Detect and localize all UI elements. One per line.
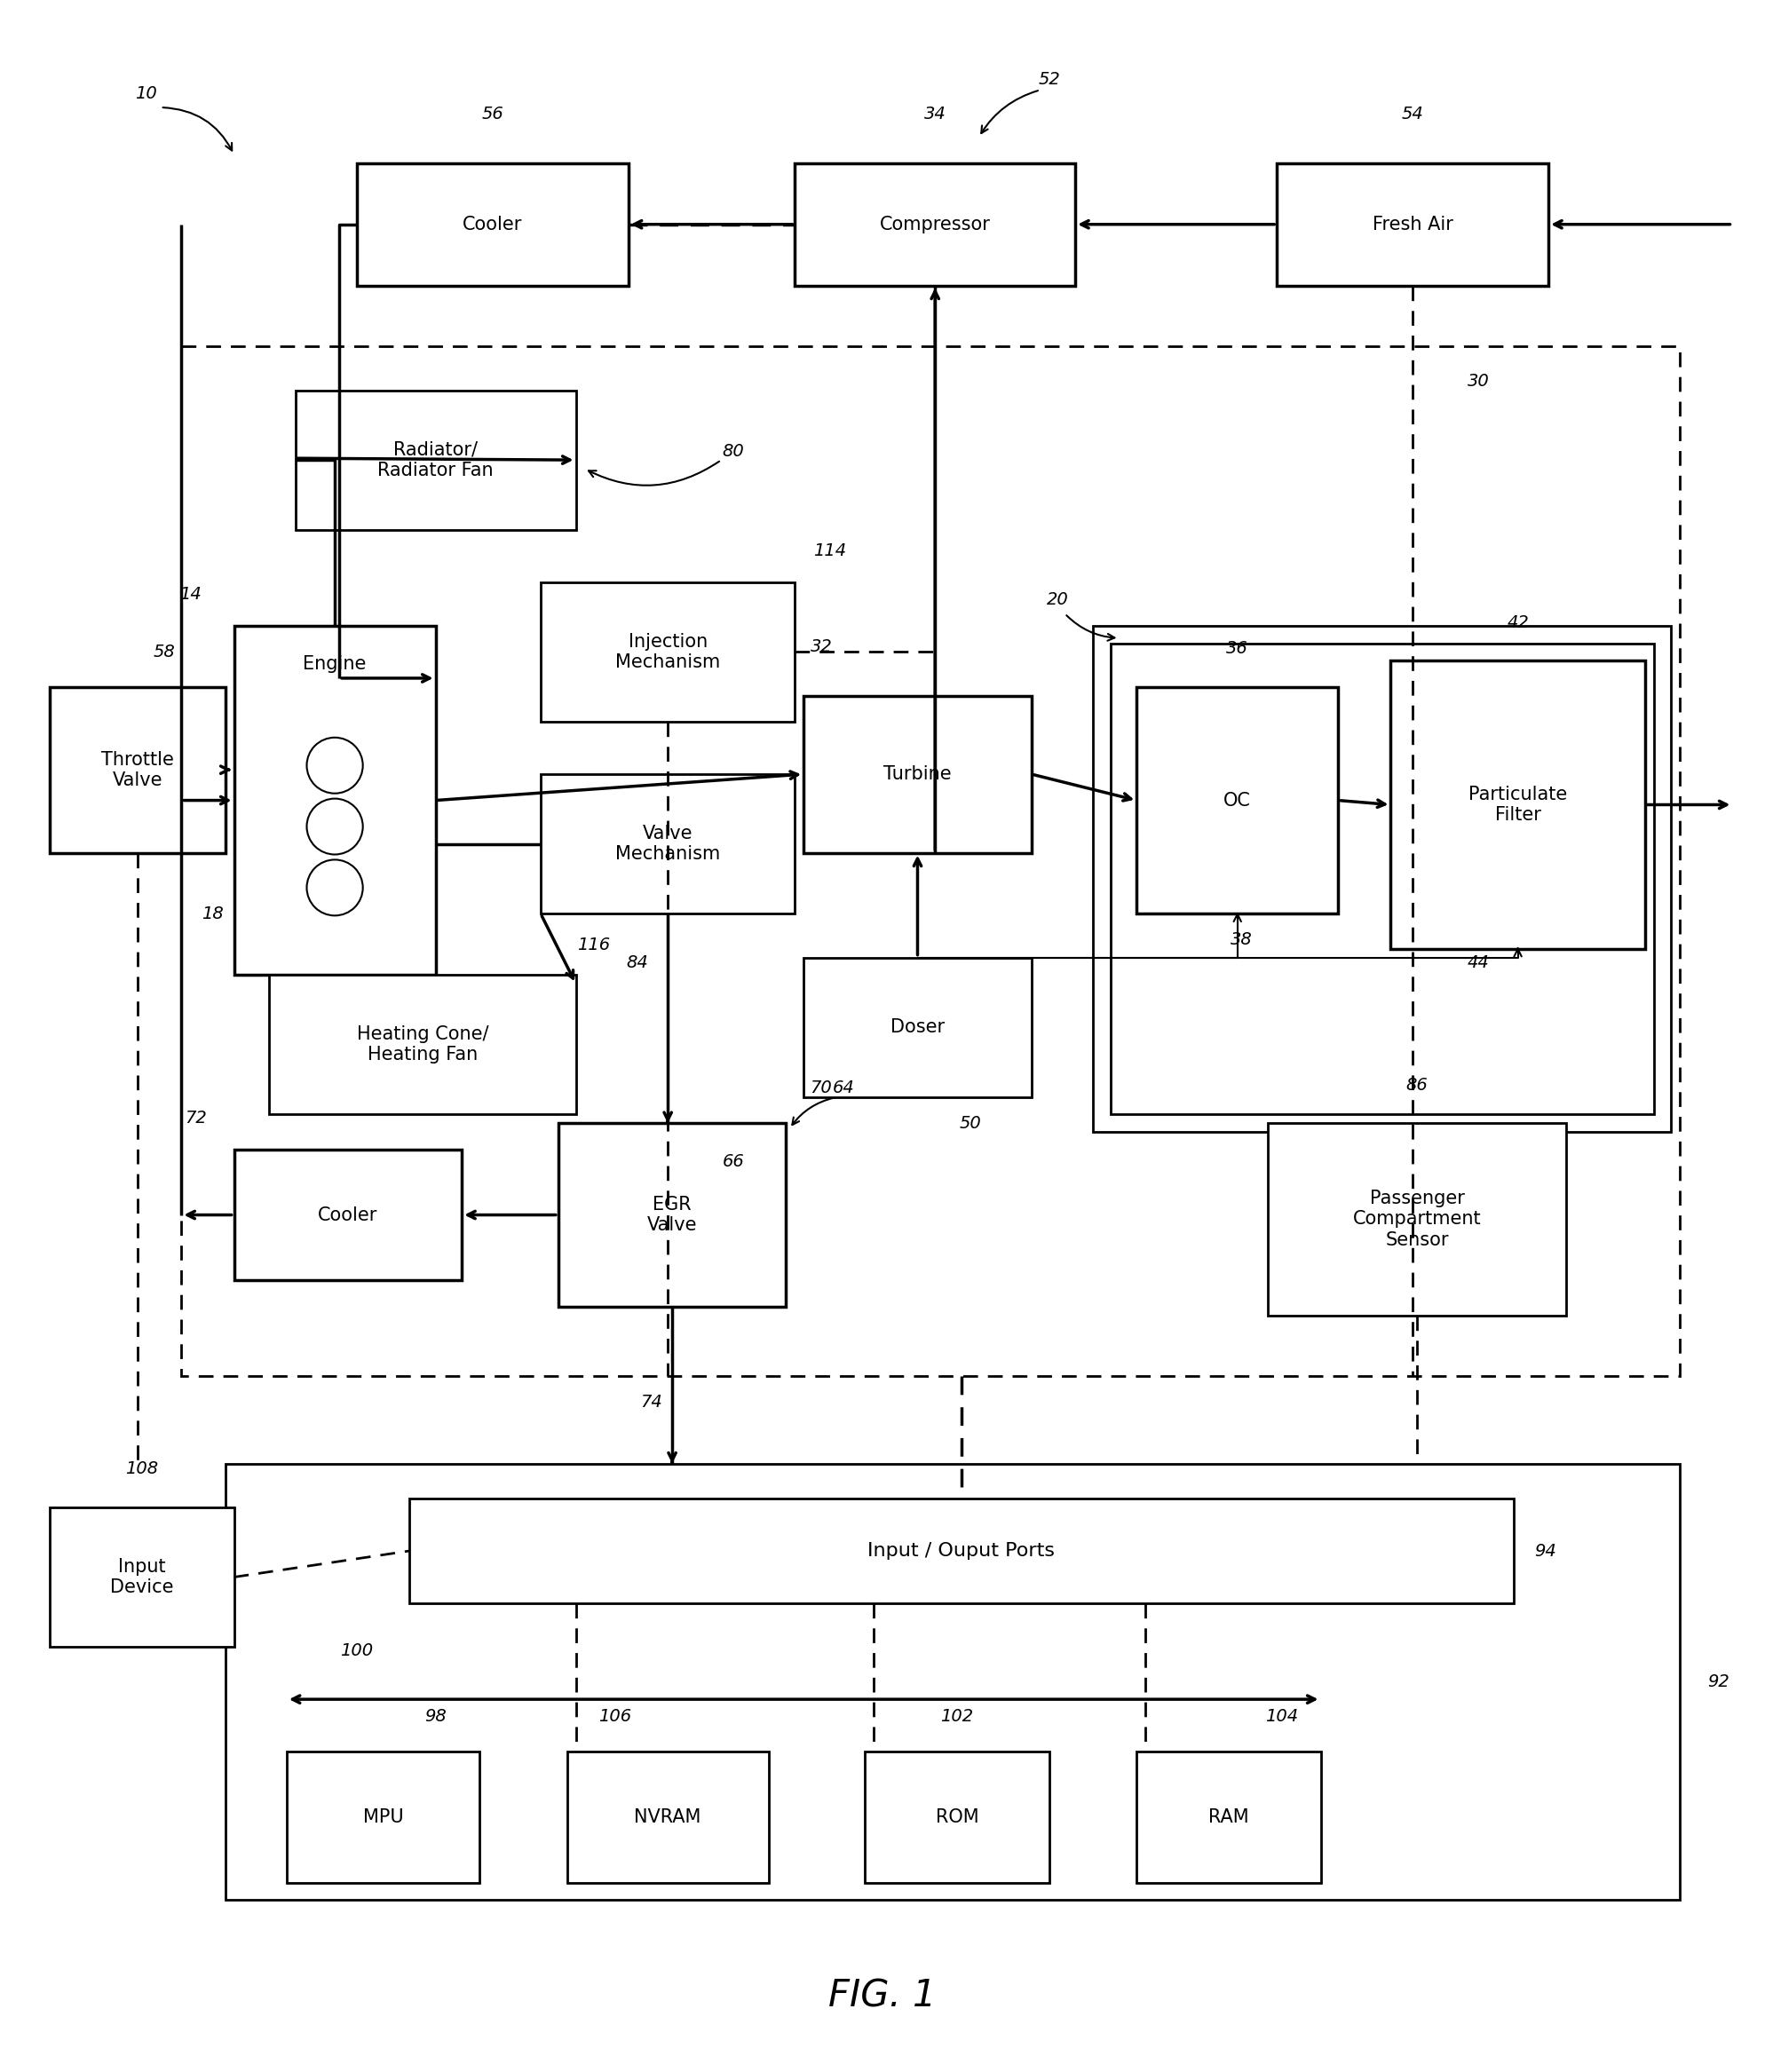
Bar	[49, 1506, 235, 1647]
Text: Particulate
Filter: Particulate Filter	[1468, 785, 1567, 825]
Text: 94: 94	[1534, 1542, 1557, 1560]
Text: 114: 114	[814, 543, 847, 559]
Bar	[803, 696, 1031, 854]
Text: 116: 116	[577, 937, 609, 953]
Bar	[540, 582, 794, 721]
Text: 52: 52	[1038, 70, 1061, 87]
Bar	[1093, 626, 1671, 1131]
Text: 92: 92	[1707, 1674, 1730, 1691]
Text: 54: 54	[1401, 106, 1424, 122]
Text: 36: 36	[1227, 640, 1248, 657]
Text: 98: 98	[425, 1707, 447, 1726]
Text: Cooler: Cooler	[462, 215, 522, 234]
Text: Injection
Mechanism: Injection Mechanism	[616, 632, 720, 671]
Text: 10: 10	[136, 85, 157, 102]
Text: 100: 100	[341, 1641, 372, 1660]
Bar	[235, 626, 436, 976]
Bar	[865, 1751, 1048, 1883]
Text: 20: 20	[1047, 591, 1070, 607]
Bar	[794, 164, 1075, 286]
Bar	[567, 1751, 768, 1883]
Text: 30: 30	[1467, 373, 1490, 390]
Bar	[1391, 661, 1645, 949]
Text: Passenger
Compartment
Sensor: Passenger Compartment Sensor	[1352, 1189, 1481, 1249]
Text: 86: 86	[1407, 1077, 1428, 1094]
Text: Radiator/
Radiator Fan: Radiator/ Radiator Fan	[378, 441, 494, 479]
Text: 64: 64	[833, 1080, 854, 1096]
Bar	[286, 1751, 480, 1883]
Text: Compressor: Compressor	[879, 215, 990, 234]
Text: 104: 104	[1266, 1707, 1297, 1726]
Text: 74: 74	[641, 1394, 662, 1411]
Text: 106: 106	[598, 1707, 632, 1726]
Text: 58: 58	[154, 644, 175, 661]
Text: OC: OC	[1223, 792, 1251, 810]
Text: 108: 108	[125, 1461, 159, 1477]
Text: 70: 70	[810, 1080, 831, 1096]
Bar	[182, 346, 1680, 1376]
Text: Throttle
Valve: Throttle Valve	[101, 750, 175, 789]
Text: EGR
Valve: EGR Valve	[648, 1196, 697, 1235]
Bar	[49, 688, 226, 854]
Text: Input / Ouput Ports: Input / Ouput Ports	[868, 1542, 1055, 1560]
Text: FIG. 1: FIG. 1	[828, 1977, 937, 2014]
Text: 56: 56	[482, 106, 503, 122]
Text: RAM: RAM	[1209, 1809, 1250, 1825]
Text: 44: 44	[1467, 955, 1490, 972]
Text: 32: 32	[810, 638, 831, 655]
Bar	[558, 1123, 785, 1307]
Text: 80: 80	[722, 443, 745, 460]
Text: 42: 42	[1507, 613, 1528, 630]
Text: 72: 72	[185, 1111, 207, 1127]
Bar	[1110, 642, 1654, 1115]
Text: 38: 38	[1230, 932, 1253, 949]
Bar	[268, 976, 575, 1115]
Bar	[409, 1498, 1513, 1604]
Text: NVRAM: NVRAM	[634, 1809, 701, 1825]
Text: 66: 66	[722, 1154, 745, 1171]
Bar	[235, 1150, 462, 1280]
Bar	[1276, 164, 1548, 286]
Text: Heating Cone/
Heating Fan: Heating Cone/ Heating Fan	[357, 1026, 489, 1063]
Text: MPU: MPU	[362, 1809, 402, 1825]
Text: ROM: ROM	[935, 1809, 978, 1825]
Bar	[1267, 1123, 1566, 1316]
Text: 14: 14	[180, 586, 201, 603]
Text: Cooler: Cooler	[318, 1206, 378, 1225]
Text: Engine: Engine	[304, 655, 367, 673]
Bar	[803, 957, 1031, 1096]
Text: Valve
Mechanism: Valve Mechanism	[616, 825, 720, 864]
Text: Input
Device: Input Device	[109, 1558, 173, 1595]
Text: 18: 18	[201, 905, 224, 922]
Bar	[1137, 1751, 1320, 1883]
Text: 50: 50	[958, 1115, 981, 1131]
Text: 34: 34	[925, 106, 946, 122]
Text: Turbine: Turbine	[884, 765, 951, 783]
Text: 84: 84	[627, 955, 648, 972]
Bar	[1137, 688, 1338, 914]
Text: 102: 102	[941, 1707, 974, 1726]
Bar	[540, 775, 794, 914]
Bar	[295, 390, 575, 530]
Bar	[226, 1463, 1680, 1900]
Text: Doser: Doser	[890, 1019, 944, 1036]
Text: Fresh Air: Fresh Air	[1373, 215, 1453, 234]
Bar	[357, 164, 628, 286]
